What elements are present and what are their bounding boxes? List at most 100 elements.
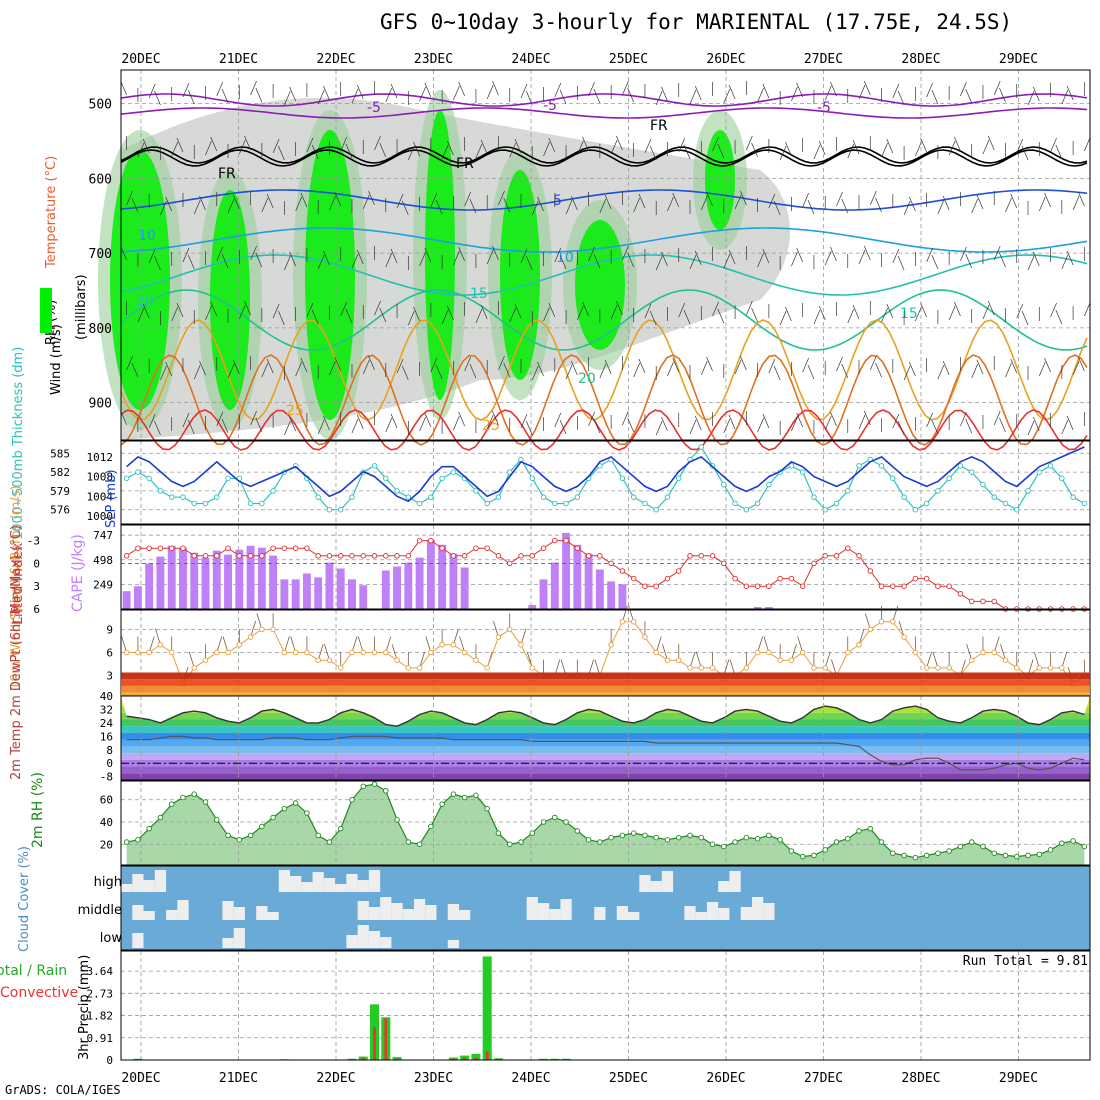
wind-barb-staff (379, 142, 387, 158)
wind-barb-staff (622, 80, 629, 96)
thickness-line-marker (946, 475, 952, 482)
wind-barb-staff (948, 305, 956, 321)
thickness-line-marker (416, 500, 423, 507)
lifted-index-line-marker (980, 598, 986, 605)
wind-barb-staff (965, 88, 973, 104)
wind-barb (1061, 651, 1068, 669)
wind-barb-staff (1032, 416, 1040, 432)
rh-line-marker (968, 839, 975, 845)
wind-speed-line-marker (214, 649, 220, 656)
wind-barb-staff (712, 301, 719, 317)
wind-barb-staff (869, 355, 877, 371)
cloud-cell (278, 870, 291, 892)
wind-barb-staff (154, 90, 161, 106)
wind-barb (858, 628, 865, 645)
rh-line-marker (1002, 852, 1009, 859)
wind-barb-staff (559, 419, 567, 435)
wind-barb-staff (525, 255, 533, 271)
wind-barb-staff (1016, 303, 1024, 319)
wind-barb-staff (920, 302, 927, 318)
wind-barb-staff (982, 304, 990, 320)
cloud-cell (380, 937, 392, 948)
wind-barb-staff (120, 80, 127, 96)
wind-barb-staff (999, 252, 1006, 268)
thickness-line-marker (574, 494, 581, 500)
cloud-cell (751, 897, 764, 920)
lifted-index-line-marker (416, 537, 423, 544)
cloud-cell (763, 903, 775, 920)
wind-barb-staff (453, 415, 460, 431)
rh-saturated-core (500, 170, 540, 380)
cape-bar (595, 569, 604, 609)
wind-speed-line-marker (394, 657, 400, 663)
lifted-index-line-marker (552, 537, 558, 544)
wind-barb-staff (424, 82, 432, 98)
wind-barb-staff (655, 420, 663, 436)
wind-barb-staff (160, 365, 167, 381)
slp-axis-label: SLP (mb) (104, 469, 119, 528)
wind-barb-staff (593, 88, 601, 104)
top-date-label: 22DEC (316, 52, 355, 67)
cape-bar (314, 577, 323, 609)
cape-bar (449, 553, 458, 609)
cloud-row-label: high (94, 875, 122, 890)
lifted-index-line-marker (585, 553, 592, 559)
precip-convective-bar (395, 1058, 399, 1060)
wind-tick-label: 6 (106, 647, 113, 660)
pressure-tick-label: 900 (89, 397, 112, 412)
rh-line-marker (867, 825, 874, 832)
cloud-cell (346, 935, 358, 948)
thickness-line-marker (1081, 500, 1088, 507)
thickness-line-marker (326, 506, 333, 513)
rh-line-marker (405, 839, 412, 845)
rh-saturated-core (305, 130, 355, 420)
contour-label: -5 (367, 100, 381, 116)
precip-total-bar (392, 1057, 402, 1060)
wind-speed-line-marker (202, 657, 209, 663)
run-total-label: Run Total = 9.81 (963, 954, 1088, 969)
precip-total-bar (471, 1053, 481, 1060)
wind-barb-staff (306, 302, 314, 318)
contour-label: 25 (482, 418, 500, 434)
wind-barb (689, 651, 696, 669)
wind-barb-staff (993, 80, 1001, 96)
wind-barb (391, 644, 398, 661)
cape-bar (246, 545, 255, 609)
wind-barb-staff (762, 83, 770, 99)
temp-color-band (121, 773, 1090, 780)
wind-barb-staff (667, 196, 674, 212)
cloud-cell (312, 872, 324, 892)
rh-line-marker (180, 794, 186, 801)
thickness-line-marker (799, 469, 806, 475)
cape-bar (179, 547, 187, 609)
rh2m-frame (120, 780, 1091, 866)
wind-barb-staff (356, 249, 364, 265)
thickness-line-marker (754, 500, 761, 507)
wind-barb-staff (559, 89, 567, 105)
wind-barb-staff (413, 306, 420, 322)
wind-barb-staff (926, 82, 933, 98)
wind-barb-staff (824, 250, 832, 266)
wind-barb-staff (706, 356, 713, 372)
cloud-cell (447, 940, 460, 948)
wind-speed-line-marker (867, 626, 874, 633)
rh-line-marker (259, 823, 265, 830)
cloud-cell (132, 874, 144, 892)
wind-barb-staff (644, 303, 652, 319)
rh-line-marker (721, 843, 727, 850)
thickness-line-marker (168, 494, 175, 500)
wind-barb-staff (154, 255, 161, 271)
cloud-cell (526, 897, 538, 920)
cloud-cell (335, 884, 347, 892)
temperature-contour (120, 254, 1088, 296)
wind-barb-staff (205, 140, 212, 156)
cloud-cell (718, 881, 730, 892)
lifted-index-line-marker (495, 553, 502, 559)
slp-tick-label: 1004 (87, 490, 114, 503)
wind-barb-staff (892, 83, 900, 99)
cape-tick-label: 747 (93, 529, 113, 542)
cape-tick-label: 249 (93, 578, 113, 591)
thickness-line-marker (394, 488, 400, 494)
rh-line-marker (687, 832, 693, 839)
rh-line-marker (439, 801, 445, 807)
